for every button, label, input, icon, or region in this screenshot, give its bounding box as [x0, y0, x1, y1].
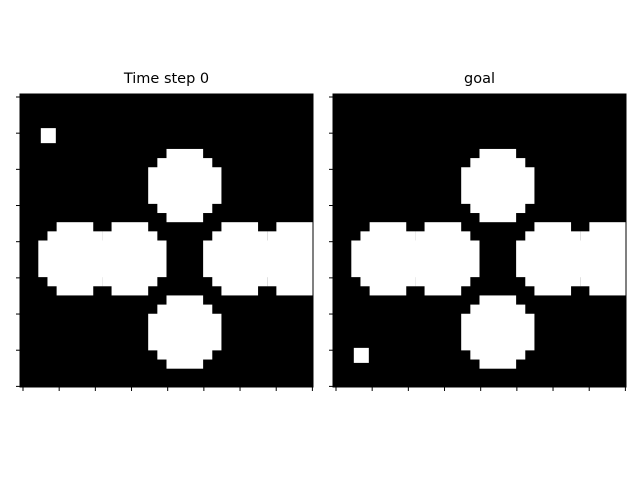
board-goal	[329, 93, 640, 391]
obstacle-blob	[406, 222, 480, 296]
obstacle-blob	[93, 222, 167, 296]
board-frame	[332, 93, 627, 388]
panel-title-goal: goal	[464, 71, 495, 87]
board-frame	[19, 93, 314, 388]
board-current	[16, 93, 332, 391]
agent-square	[40, 128, 56, 144]
obstacle-blob	[461, 295, 535, 369]
agent-square	[353, 347, 369, 363]
obstacle-blob	[571, 222, 640, 296]
panel-title-timestep: Time step 0	[123, 71, 210, 87]
obstacle-blob	[461, 148, 535, 223]
obstacle-blob	[258, 222, 332, 296]
obstacle-blob	[148, 148, 222, 223]
obstacle-blob	[148, 295, 222, 369]
